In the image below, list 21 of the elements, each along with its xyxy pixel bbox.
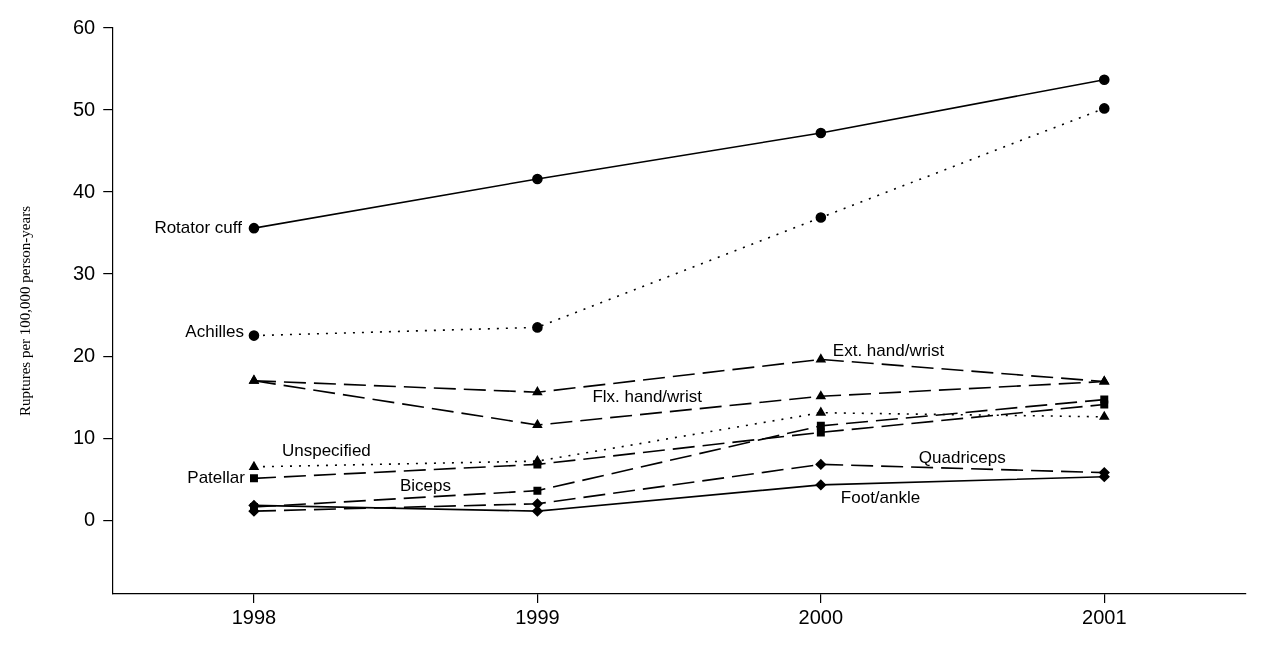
y-tick-label: 50: [73, 97, 96, 120]
series-label: Unspecified: [281, 440, 371, 460]
x-tick-label: 2000: [798, 605, 844, 628]
y-tick-label: 60: [73, 15, 96, 38]
series-label: Biceps: [399, 475, 451, 495]
x-tick-label: 1999: [515, 605, 560, 628]
y-tick-label: 30: [73, 261, 96, 284]
y-tick-label: 10: [73, 425, 96, 448]
y-tick-label: 20: [73, 343, 96, 366]
series-label: Flx. hand/wrist: [592, 386, 703, 406]
series-label: Achilles: [185, 322, 244, 342]
series-label: Rotator cuff: [154, 217, 243, 237]
series-label: Ext. hand/wrist: [832, 341, 945, 361]
y-tick-label: 0: [84, 507, 96, 530]
series-label: Quadriceps: [918, 448, 1006, 468]
y-tick-label: 40: [73, 179, 96, 202]
x-tick-label: 2001: [1082, 605, 1127, 628]
y-axis-title: Ruptures per 100,000 person-years: [16, 205, 33, 416]
x-tick-label: 1998: [231, 605, 277, 628]
series-label: Foot/ankle: [840, 487, 921, 507]
series-label: Patellar: [187, 468, 246, 488]
